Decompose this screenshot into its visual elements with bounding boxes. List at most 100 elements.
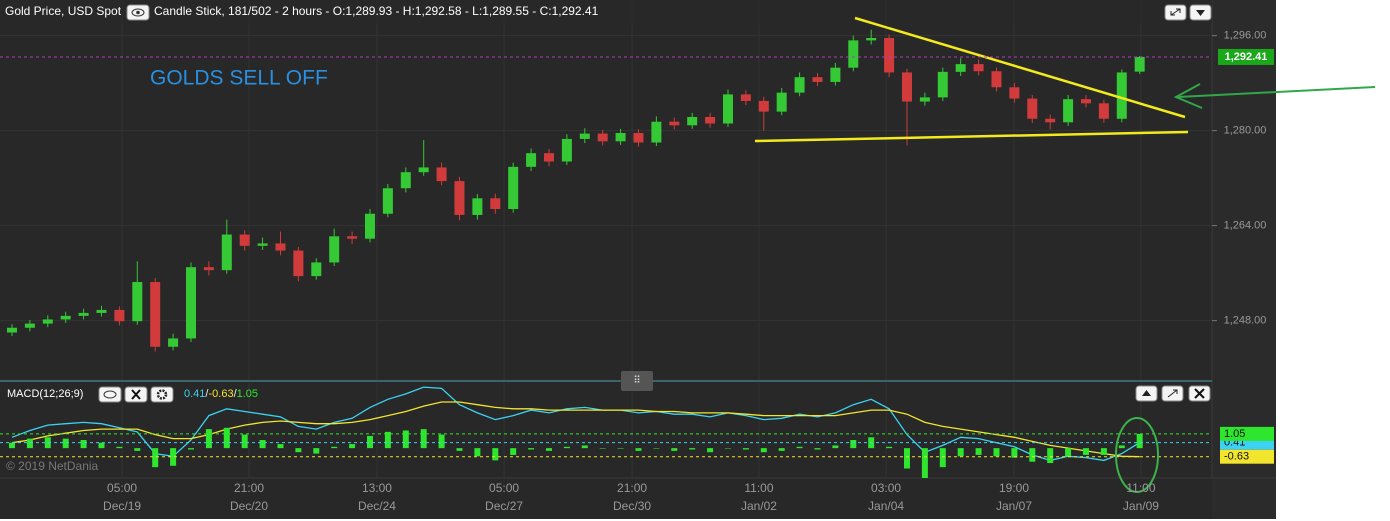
up-icon [1142,390,1151,396]
level-label: -0.63 [1224,451,1249,463]
candle-body [311,262,322,277]
histogram-bar [903,448,910,469]
chart-subtitle: Candle Stick, 181/502 - 2 hours - O:1,28… [154,4,599,18]
histogram-bar [438,434,445,449]
histogram-bar [456,448,463,451]
candle-body [866,38,877,41]
histogram-bar [796,446,803,449]
resize-handle[interactable] [621,371,653,391]
candle-body [185,267,196,339]
candle-body [132,282,143,322]
candle-body [78,312,89,316]
x-tick-date: Dec/24 [358,499,396,513]
candle-body [526,153,537,167]
histogram-bar [581,445,588,449]
candle-body [919,97,930,102]
histogram-bar [366,435,373,449]
candle-body [633,133,644,143]
candle-body [418,167,429,173]
histogram-bar [420,429,427,449]
settings-button[interactable] [150,386,174,403]
histogram-bar [886,446,893,449]
histogram-bar [545,448,552,451]
candle-body [168,338,179,347]
x-tick-date: Jan/09 [1123,499,1159,513]
histogram-bar [187,448,194,450]
x-tick-date: Dec/19 [103,499,141,513]
candle-body [436,167,447,182]
histogram-bar [563,446,570,449]
histogram-bar [331,446,338,449]
candle-body [687,116,698,126]
candle-body [293,250,304,277]
histogram-bar [474,448,481,457]
candle-body [830,67,841,82]
histogram-bar [223,427,230,449]
arrow-head [1173,83,1203,109]
histogram-bar [152,448,159,468]
candle-body [776,92,787,112]
candle-body [937,71,948,98]
visibility-button[interactable] [98,386,122,403]
x-tick-label: 03:00 [871,481,901,495]
candle-body [42,319,53,324]
candle-body [508,166,519,209]
histogram-bar [1082,448,1089,455]
candle-body [901,72,912,102]
candle-body [60,315,71,320]
histogram-bar [528,448,535,450]
signal-value: -0.63 [208,388,233,400]
y-tick-label: 1,264.00 [1224,220,1267,232]
copyright: © 2019 NetDania [6,459,99,473]
eye-icon [103,390,117,399]
x-tick-label: 13:00 [362,481,392,495]
histogram-bar [707,448,714,453]
candle-body [1009,87,1020,99]
separator: / [234,388,238,400]
x-tick-date: Dec/20 [230,499,268,513]
last-price-label: 1,292.41 [1225,51,1268,63]
level-label: 1.05 [1224,428,1245,440]
x-tick-label: 19:00 [999,481,1029,495]
candle-body [96,309,107,313]
x-tick-label: 11:00 [1126,481,1155,495]
candle-body [347,236,358,239]
candle-body [1063,99,1074,123]
overlay: 1,292.41 0.41 1.05 -0.63 [0,48,1274,464]
candle-body [722,94,733,124]
histogram-bar [241,434,248,449]
histogram-bar [8,442,15,449]
histogram-bar [170,448,177,466]
histogram-bar [742,448,749,450]
histogram-bar [599,448,606,449]
histogram-bar [1065,448,1072,457]
histogram-bar [384,431,391,449]
x-tick-date: Jan/07 [996,499,1032,513]
x-tick-date: Dec/30 [613,499,651,513]
candle-body [239,234,250,246]
x-tick-date: Dec/27 [485,499,523,513]
gear-icon [156,389,168,400]
chart-background [0,0,1276,519]
candle-body [454,181,465,215]
x-tick-label: 05:00 [107,481,137,495]
candle-body [6,327,17,333]
close-icon [131,389,141,400]
candle-body [561,138,572,162]
histogram-bar [402,430,409,449]
histogram-bar [760,448,767,453]
y-tick-label: 1,248.00 [1224,315,1267,327]
histogram-bar [510,448,517,455]
candle-body [597,133,608,142]
candle-body [1134,56,1145,72]
close-icon [1194,388,1205,399]
histogram-bar [295,448,302,453]
level-box [1220,426,1274,441]
histogram-bar [850,440,857,449]
histogram-bar [939,448,946,468]
x-tick-label: 21:00 [234,481,264,495]
histogram-bar [671,448,678,451]
candle-body [973,64,984,72]
histogram-bar [62,438,69,449]
candle-body [150,282,161,347]
